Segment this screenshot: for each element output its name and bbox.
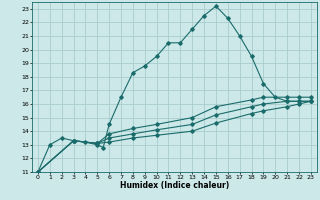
X-axis label: Humidex (Indice chaleur): Humidex (Indice chaleur) — [120, 181, 229, 190]
